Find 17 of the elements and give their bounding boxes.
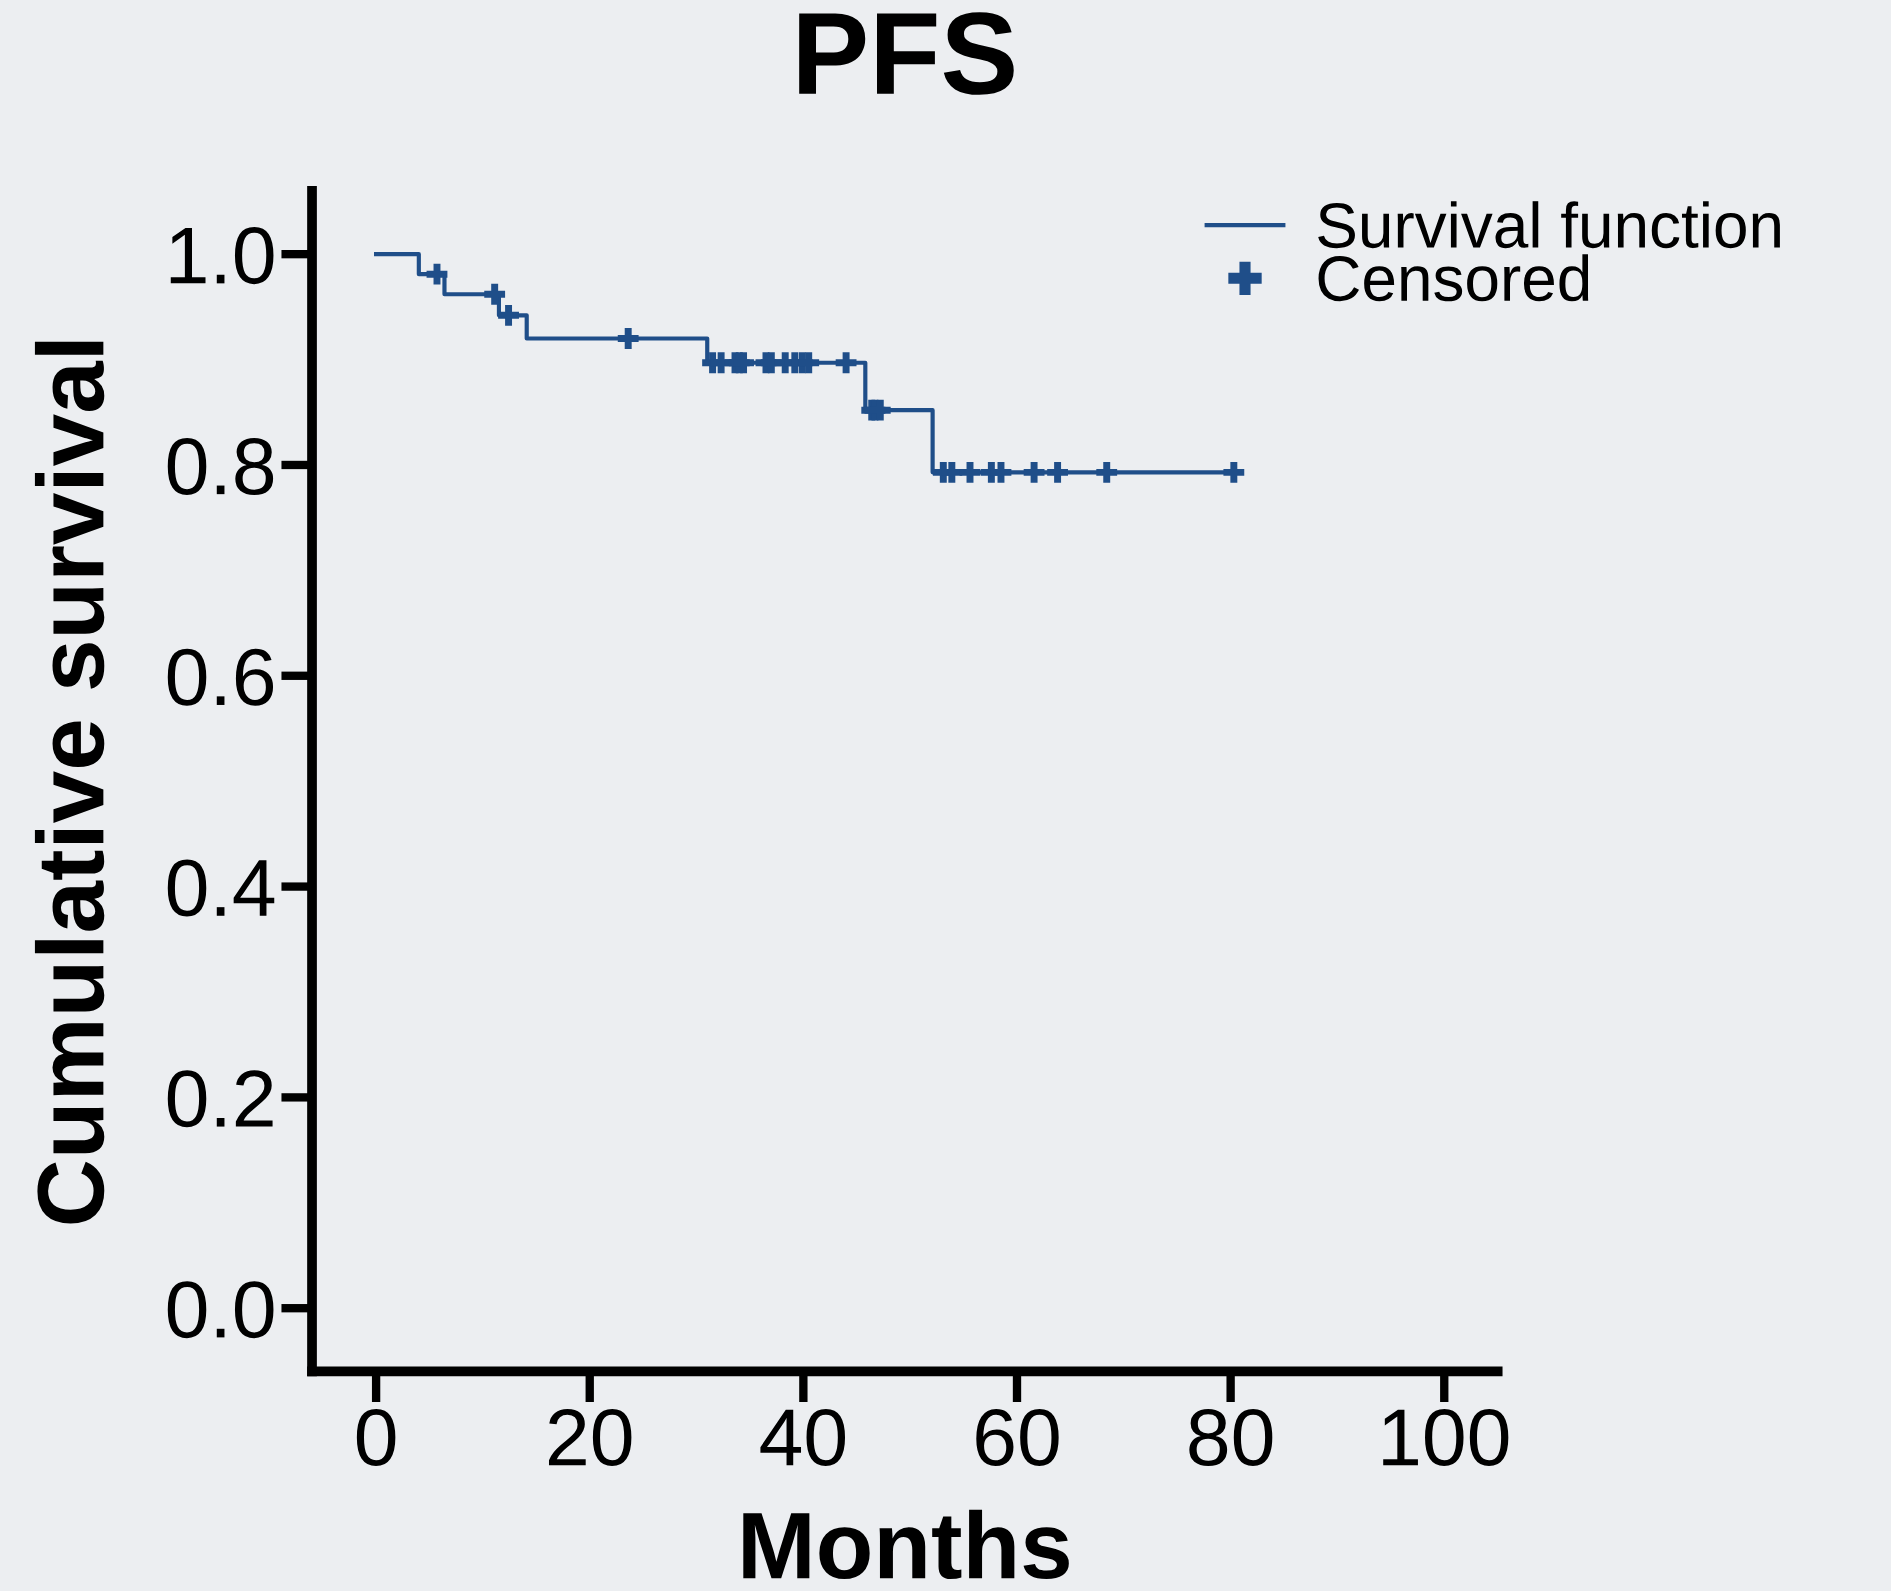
chart-title: PFS: [799, 12, 1014, 95]
x-tick-label: 20: [548, 1408, 632, 1467]
y-axis-title: Cumulative survival: [34, 341, 105, 1224]
x-axis-title: Months: [743, 1509, 1069, 1580]
y-tick-label: 1.0: [170, 227, 274, 285]
y-tick-label: 0.2: [167, 1070, 273, 1128]
legend-label: Survival function: [1318, 201, 1780, 249]
legend-label: Censored: [1318, 254, 1589, 302]
x-tick-label: 0: [356, 1408, 396, 1467]
x-tick-label: 100: [1383, 1408, 1509, 1467]
y-tick-label: 0.0: [167, 1281, 274, 1339]
y-tick-label: 0.8: [167, 437, 274, 495]
y-tick-label: 0.6: [167, 648, 274, 706]
x-tick-label: 40: [760, 1408, 846, 1467]
x-tick-label: 80: [1189, 1408, 1273, 1467]
x-tick-label: 60: [976, 1408, 1059, 1467]
y-tick-label: 0.4: [167, 859, 275, 917]
